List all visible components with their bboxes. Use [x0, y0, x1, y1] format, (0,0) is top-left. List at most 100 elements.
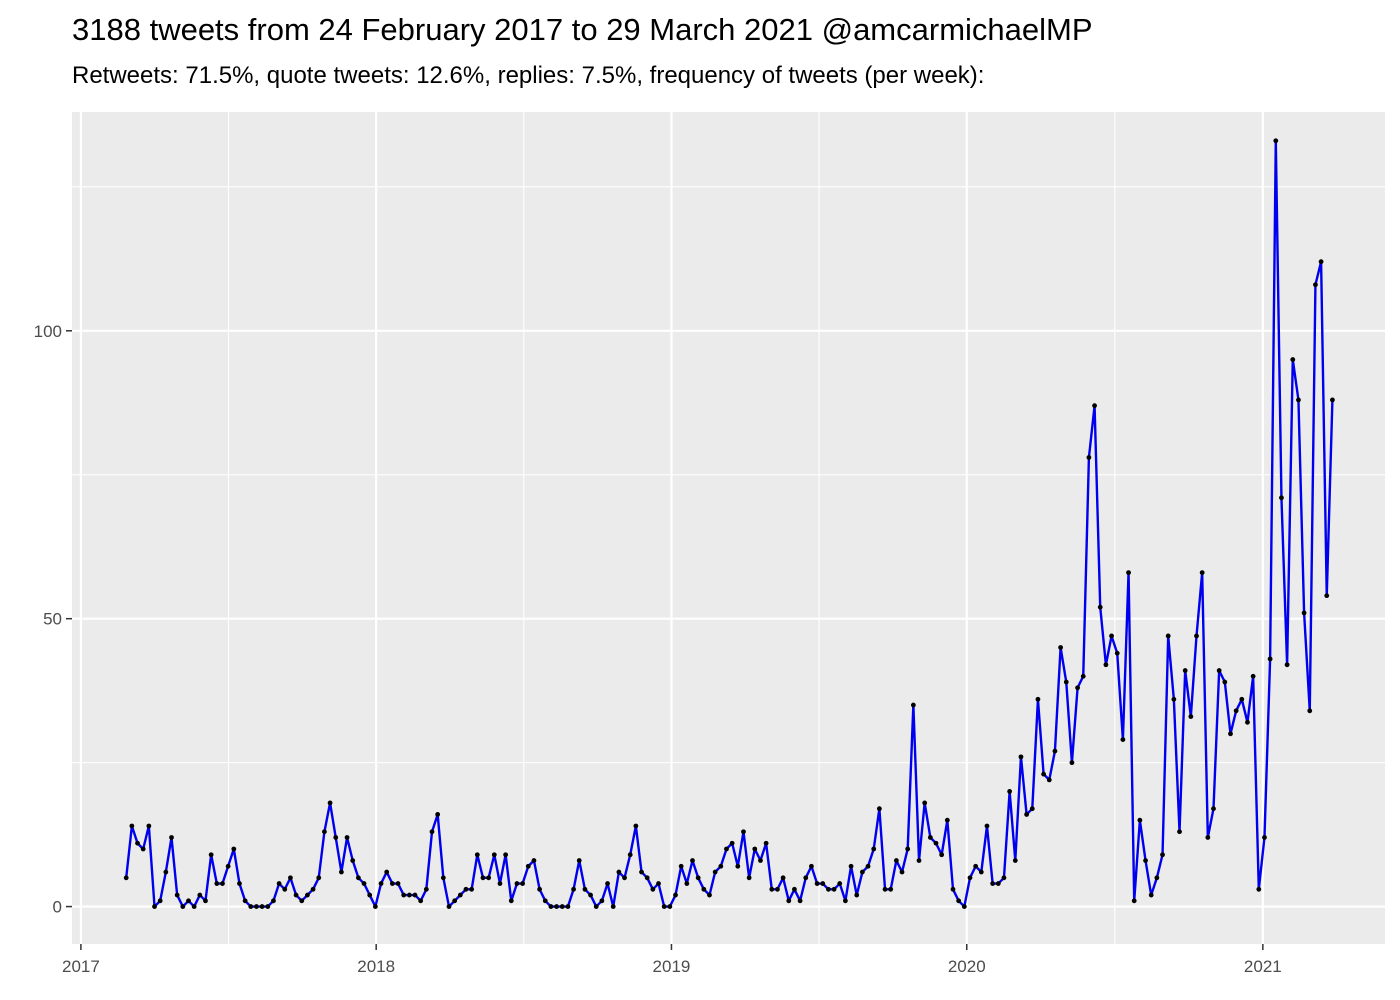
data-point — [418, 898, 424, 904]
data-point — [537, 886, 542, 892]
data-point — [322, 829, 327, 835]
data-point — [135, 840, 140, 846]
series-group — [123, 138, 1335, 909]
data-point — [1063, 679, 1069, 685]
data-point — [882, 886, 888, 892]
data-point — [741, 829, 746, 835]
x-tick-label: 2017 — [62, 957, 100, 976]
data-point — [531, 858, 537, 863]
data-point — [163, 869, 169, 875]
data-point — [1086, 455, 1092, 460]
data-point — [673, 892, 678, 898]
data-point — [729, 840, 735, 846]
y-tick-label: 100 — [34, 322, 62, 341]
data-point — [859, 869, 865, 875]
data-point — [542, 898, 548, 904]
data-point — [792, 886, 797, 892]
data-point — [1103, 662, 1109, 668]
data-point — [1267, 656, 1273, 662]
data-point — [463, 886, 469, 892]
data-point — [627, 852, 633, 858]
data-point — [395, 881, 401, 886]
data-point — [423, 886, 429, 892]
data-point — [237, 881, 242, 886]
y-tick-label: 50 — [43, 610, 62, 629]
data-point — [820, 881, 826, 886]
data-point — [995, 881, 1001, 886]
data-point — [248, 904, 254, 909]
data-point — [1035, 696, 1041, 702]
data-point — [933, 840, 939, 846]
chart-subtitle: Retweets: 71.5%, quote tweets: 12.6%, re… — [72, 62, 985, 89]
data-point — [1188, 714, 1194, 719]
data-point — [1222, 679, 1228, 685]
data-point — [339, 869, 344, 875]
data-point — [469, 886, 475, 892]
data-point — [355, 875, 361, 881]
data-point — [1330, 397, 1335, 403]
data-point — [146, 823, 152, 829]
data-point — [826, 886, 831, 892]
data-point — [724, 846, 729, 852]
data-point — [406, 892, 412, 898]
data-point — [491, 852, 497, 858]
data-point — [1313, 282, 1318, 288]
data-point — [129, 823, 135, 829]
data-point — [1160, 852, 1165, 858]
data-point — [633, 823, 639, 829]
data-point — [157, 898, 163, 904]
data-point — [605, 881, 610, 886]
data-point — [282, 886, 288, 892]
data-point — [1046, 777, 1052, 783]
data-point — [1262, 835, 1267, 840]
data-point — [231, 846, 237, 852]
data-point — [440, 875, 446, 881]
data-point — [1307, 708, 1313, 714]
data-point — [758, 858, 763, 863]
data-point — [474, 852, 480, 858]
data-point — [305, 892, 310, 898]
data-point — [152, 904, 157, 909]
data-point — [1245, 719, 1250, 725]
data-point — [735, 863, 741, 869]
data-point — [401, 892, 407, 898]
data-point — [520, 881, 526, 886]
data-point — [378, 881, 384, 886]
data-point — [214, 881, 220, 886]
data-point — [293, 892, 299, 898]
data-point — [514, 881, 520, 886]
data-point — [446, 904, 452, 909]
data-point — [384, 869, 390, 875]
major-gridlines — [72, 112, 1385, 944]
data-point — [684, 881, 690, 886]
data-point — [208, 852, 214, 858]
axes: 0 50 100 2017 2018 2019 2020 2021 — [34, 322, 1282, 976]
data-point — [310, 886, 316, 892]
data-point — [1211, 806, 1216, 812]
data-point — [429, 829, 435, 835]
data-point — [927, 835, 933, 840]
data-point — [508, 898, 514, 904]
data-point — [174, 892, 180, 898]
data-point — [1250, 673, 1256, 679]
data-point — [271, 898, 276, 904]
data-point — [809, 863, 814, 869]
data-point — [1018, 754, 1024, 760]
data-point — [905, 846, 911, 852]
data-point — [888, 886, 894, 892]
data-point — [843, 898, 848, 904]
data-point — [361, 881, 367, 886]
data-point — [775, 886, 780, 892]
data-point — [1290, 357, 1296, 362]
data-point — [865, 863, 871, 869]
data-point — [1114, 650, 1120, 656]
data-point — [333, 835, 339, 840]
data-point — [780, 875, 786, 881]
data-point — [1194, 633, 1199, 639]
data-point — [644, 875, 650, 881]
data-point — [1092, 403, 1097, 409]
data-point — [893, 858, 899, 863]
data-point — [1052, 748, 1058, 754]
data-point — [180, 904, 186, 909]
data-point — [786, 898, 792, 904]
